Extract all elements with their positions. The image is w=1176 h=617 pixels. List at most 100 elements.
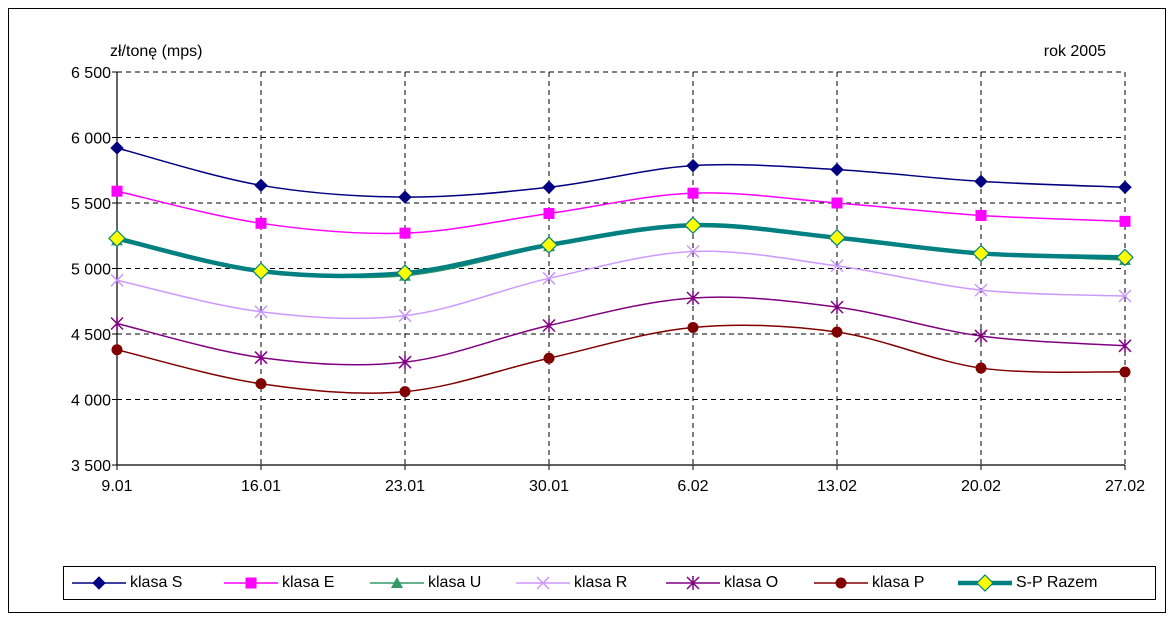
data-point-marker [830, 162, 844, 177]
x-tick-label: 30.01 [529, 478, 569, 495]
data-point-marker [254, 305, 268, 319]
legend-label: klasa O [724, 574, 779, 591]
legend-label: klasa U [428, 574, 482, 591]
data-point-marker [543, 207, 555, 219]
legend-swatch [370, 577, 424, 588]
data-point-marker [974, 283, 988, 297]
legend: klasa S klasa E klasa U klasa R klasa O klasa… [63, 566, 1156, 600]
legend-item: klasa P [812, 567, 924, 599]
y-tick-label: 4 000 [71, 393, 111, 410]
y-axis-title: zł/tonę (mps) [110, 43, 202, 60]
data-point-marker [543, 352, 555, 364]
legend-label: klasa S [130, 574, 183, 591]
data-point-marker [254, 178, 268, 193]
legend-label: klasa P [872, 574, 925, 591]
data-point-marker [255, 217, 267, 229]
data-point-marker [399, 386, 411, 398]
legend-swatch [958, 574, 1012, 592]
x-tick-label: 20.02 [961, 478, 1001, 495]
data-point-marker [975, 209, 987, 221]
legend-label: S-P Razem [1016, 574, 1098, 591]
legend-marker [245, 577, 257, 589]
data-point-marker [398, 190, 412, 204]
data-point-marker [111, 185, 123, 197]
data-point-marker [398, 355, 412, 370]
y-tick-label: 6 500 [71, 65, 111, 82]
series-line [116, 190, 1126, 235]
data-point-marker [687, 187, 699, 199]
data-point-marker [108, 229, 126, 248]
data-point-marker [1116, 248, 1134, 267]
data-point-marker [830, 300, 844, 315]
data-point-marker [1119, 366, 1131, 378]
data-point-marker [974, 174, 988, 189]
series-lines [108, 141, 1134, 398]
data-point-marker [111, 344, 123, 356]
series-line [116, 222, 1126, 279]
data-point-marker [254, 350, 268, 365]
x-tick-label: 9.01 [101, 478, 132, 495]
data-point-marker [687, 321, 699, 333]
data-point-marker [974, 328, 988, 343]
data-point-marker [686, 244, 700, 259]
data-point-marker [1119, 215, 1131, 227]
data-point-marker [972, 244, 990, 263]
legend-item: klasa E [222, 567, 334, 599]
data-point-marker [398, 309, 412, 323]
data-point-marker [1118, 338, 1132, 353]
data-point-marker [396, 264, 414, 282]
data-point-marker [542, 180, 556, 194]
chart-frame: 3 500 4 000 4 500 5 000 5 500 6 000 6 500 9.01 1… [8, 8, 1166, 613]
data-point-marker [542, 271, 556, 285]
y-tick-label: 5 000 [71, 262, 111, 279]
legend-swatch [224, 577, 278, 589]
x-tick-label: 16.01 [241, 478, 281, 495]
legend-marker [536, 576, 550, 590]
data-point-marker [686, 158, 700, 173]
data-point-marker [110, 316, 124, 331]
legend-item: klasa U [368, 567, 481, 599]
legend-swatch [666, 576, 720, 590]
series-line [116, 296, 1126, 366]
y-tick-label: 5 500 [71, 196, 111, 213]
year-annotation: rok 2005 [1044, 43, 1106, 60]
data-point-marker [110, 141, 124, 155]
x-tick-label: 13.02 [817, 478, 857, 495]
data-point-marker [684, 216, 702, 235]
x-tick-label: 27.02 [1105, 478, 1145, 495]
x-tick-label: 23.01 [385, 478, 425, 495]
legend-swatch [814, 577, 868, 589]
legend-item: klasa O [664, 567, 778, 599]
legend-swatch [516, 576, 570, 590]
y-tick-label: 4 500 [71, 327, 111, 344]
axes: 3 500 4 000 4 500 5 000 5 500 6 000 6 500 9.01 1… [71, 65, 1145, 495]
gridlines [117, 71, 1126, 465]
legend-item: S-P Razem [956, 567, 1098, 599]
legend-label: klasa E [282, 574, 335, 591]
legend-marker [92, 576, 106, 590]
y-tick-label: 3 500 [71, 458, 111, 475]
data-point-marker [831, 326, 843, 338]
chart-plot: 3 500 4 000 4 500 5 000 5 500 6 000 6 500 9.01 1… [71, 43, 1145, 495]
data-point-marker [1118, 180, 1132, 194]
series-line [116, 250, 1126, 320]
data-point-marker [828, 228, 846, 247]
legend-label: klasa R [574, 574, 628, 591]
legend-swatch [72, 576, 126, 590]
data-point-marker [540, 236, 558, 254]
data-point-marker [399, 227, 411, 239]
legend-item: klasa S [70, 567, 182, 599]
data-point-marker [686, 290, 700, 305]
series-line [116, 324, 1126, 394]
data-point-marker [975, 362, 987, 374]
y-tick-label: 6 000 [71, 131, 111, 148]
data-point-marker [110, 273, 124, 287]
legend-marker [686, 576, 700, 590]
legend-marker [976, 574, 994, 592]
data-point-marker [252, 262, 270, 280]
data-point-marker [830, 259, 844, 273]
data-point-marker [1118, 289, 1132, 303]
legend-marker [391, 577, 403, 588]
data-point-marker [255, 378, 267, 390]
x-tick-label: 6.02 [677, 478, 708, 495]
